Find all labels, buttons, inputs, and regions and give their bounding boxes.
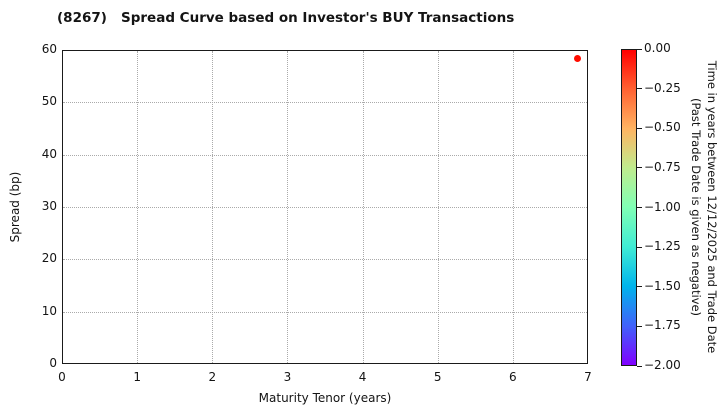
colorbar-tick-label: −0.75 <box>644 159 681 174</box>
colorbar-tick-label: −2.00 <box>644 358 681 372</box>
plot-area <box>62 50 588 364</box>
colorbar-tick-mark <box>637 246 642 248</box>
horizontal-gridline <box>63 154 587 156</box>
colorbar-label-line2: (Past Trade Date is given as negative) <box>689 97 704 317</box>
x-tick-label: 1 <box>133 370 141 384</box>
colorbar-tick-mark <box>637 207 642 208</box>
y-tick-label: 0 <box>49 356 57 370</box>
x-tick-label: 2 <box>208 370 217 384</box>
colorbar-tick-label: −1.00 <box>644 199 681 214</box>
horizontal-gridline <box>63 102 587 104</box>
colorbar-tick-mark <box>637 325 642 327</box>
y-tick-label: 60 <box>41 42 57 56</box>
horizontal-gridline <box>63 311 587 313</box>
y-axis-label: Spread (bp) <box>8 171 22 243</box>
x-tick-label: 5 <box>433 370 442 384</box>
x-tick-label: 6 <box>509 370 517 384</box>
y-tick-label: 10 <box>41 303 57 318</box>
x-tick-label: 7 <box>584 370 592 384</box>
colorbar-tick-label: −0.50 <box>644 120 681 135</box>
horizontal-gridline <box>63 259 587 261</box>
colorbar-gradient <box>621 49 637 366</box>
scatter-point <box>574 55 582 63</box>
x-tick-label: 0 <box>58 370 66 384</box>
x-axis-label: Maturity Tenor (years) <box>258 391 392 405</box>
colorbar-tick-label: −0.25 <box>644 80 681 95</box>
colorbar-tick-label: −1.50 <box>644 278 681 293</box>
colorbar-tick-label: 0.00 <box>644 41 671 55</box>
chart-title: (8267) Spread Curve based on Investor's … <box>57 10 515 26</box>
colorbar-label-line1: Time in years between 12/12/2025 and Tra… <box>705 60 719 354</box>
y-tick-label: 50 <box>41 94 57 109</box>
y-tick-label: 20 <box>41 251 57 266</box>
x-tick-label: 3 <box>283 370 292 384</box>
colorbar-tick-mark <box>637 127 642 129</box>
colorbar-tick-mark <box>637 286 642 288</box>
colorbar-tick-label: −1.75 <box>644 318 681 333</box>
colorbar-tick-label: −1.25 <box>644 239 681 254</box>
colorbar-tick-mark <box>637 88 642 90</box>
colorbar-axis-label: Time in years between 12/12/2025 and Tra… <box>687 0 720 418</box>
horizontal-gridline <box>63 207 587 208</box>
x-tick-label: 4 <box>358 370 367 384</box>
y-tick-label: 30 <box>41 199 57 213</box>
colorbar-tick-mark <box>637 365 642 367</box>
colorbar-tick-mark <box>637 167 642 169</box>
y-tick-label: 40 <box>41 146 57 161</box>
colorbar-tick-mark <box>637 48 642 50</box>
